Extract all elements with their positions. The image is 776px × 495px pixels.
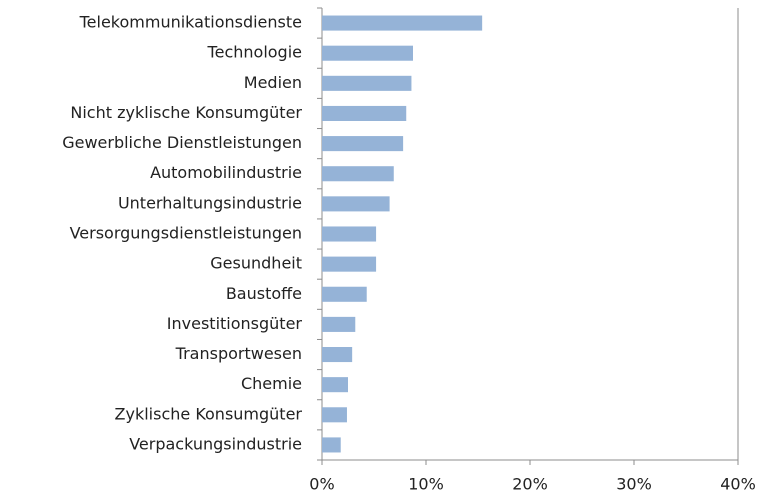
bar <box>322 226 377 242</box>
bar <box>322 407 347 423</box>
y-tick-label: Nicht zyklische Konsumgüter <box>70 103 302 122</box>
y-tick-label: Gesundheit <box>210 254 302 273</box>
y-tick-label: Gewerbliche Dienstleistungen <box>62 133 302 152</box>
x-tick-label: 10% <box>408 475 444 494</box>
x-tick-label: 30% <box>616 475 652 494</box>
y-tick-label: Automobilindustrie <box>150 163 302 182</box>
y-tick-label: Baustoffe <box>226 284 302 303</box>
y-tick-label: Unterhaltungsindustrie <box>118 193 302 212</box>
bar <box>322 377 348 393</box>
bar <box>322 316 356 332</box>
x-tick-label: 40% <box>720 475 756 494</box>
y-tick-label: Telekommunikationsdienste <box>79 13 302 32</box>
bar <box>322 437 341 453</box>
bar <box>322 286 367 302</box>
y-tick-label: Zyklische Konsumgüter <box>115 404 303 423</box>
bar <box>322 75 412 91</box>
x-tick-label: 20% <box>512 475 548 494</box>
bar <box>322 347 353 363</box>
y-tick-label: Verpackungsindustrie <box>129 434 302 453</box>
bar <box>322 45 413 61</box>
bar <box>322 15 483 31</box>
y-tick-label: Transportwesen <box>175 344 302 363</box>
y-tick-label: Investitionsgüter <box>167 314 303 333</box>
x-tick-label: 0% <box>309 475 334 494</box>
y-tick-label: Medien <box>244 73 302 92</box>
y-tick-label: Versorgungsdienstleistungen <box>70 224 302 243</box>
bar <box>322 196 390 212</box>
y-tick-label: Technologie <box>207 43 302 62</box>
bar <box>322 136 404 152</box>
y-tick-label: Chemie <box>241 374 302 393</box>
bar <box>322 166 394 182</box>
bar <box>322 256 377 272</box>
bar <box>322 105 407 121</box>
